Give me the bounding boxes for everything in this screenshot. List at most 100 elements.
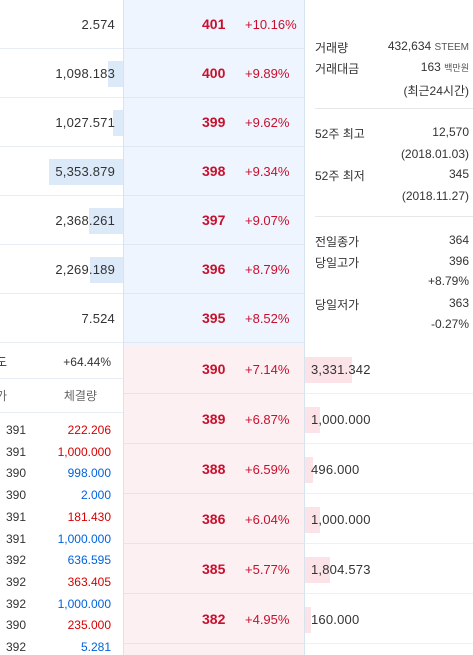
trade-price: 390 — [6, 618, 27, 633]
buy-volume-bar — [305, 607, 311, 633]
trade-price: 391 — [6, 509, 27, 524]
amount-label: 거래대금 — [315, 62, 360, 76]
sell-volume-value: 1,098.183 — [55, 66, 115, 81]
amount-value: 163 — [420, 60, 441, 74]
sell-volume-bar — [108, 61, 123, 87]
high52-label: 52주 최고 — [315, 127, 365, 141]
sell-volume-row[interactable]: 5,353.879 — [0, 147, 123, 196]
buy-price-change: +7.14% — [245, 362, 290, 377]
buy-price-row[interactable]: 388 +6.59% — [124, 445, 306, 494]
sell-volume-value: 2.574 — [81, 17, 115, 32]
sell-volume-value: 7.524 — [81, 311, 115, 326]
buy-volume-row[interactable]: 160.000 — [305, 595, 473, 644]
day-high-change: +8.79% — [427, 274, 469, 288]
buy-volume-row[interactable]: 3,331.342 — [305, 345, 473, 394]
sell-price-change: +9.34% — [245, 164, 290, 179]
buy-price-change: +6.04% — [245, 512, 290, 527]
trade-price: 390 — [6, 488, 27, 503]
sell-price-change: +9.07% — [245, 213, 290, 228]
low52-date: (2018.11.27) — [401, 189, 469, 203]
sell-price: 401 — [202, 16, 226, 32]
sell-volume-bar — [90, 257, 123, 283]
trades-header-price: 가 — [0, 389, 8, 403]
day-low-change: -0.27% — [430, 317, 469, 331]
sell-price: 398 — [202, 163, 226, 179]
trade-row: 390 998.000 — [0, 462, 123, 484]
sell-volume-bar — [89, 208, 123, 234]
strength-label: 도 — [0, 355, 8, 369]
high52-date: (2018.01.03) — [400, 147, 469, 161]
trade-volume: 1,000.000 — [57, 444, 111, 459]
volume-unit: STEEM — [434, 42, 469, 53]
buy-price-change: +4.95% — [245, 612, 290, 627]
sell-price-row[interactable]: 400 +9.89% — [124, 49, 306, 98]
buy-price-row[interactable]: 389 +6.87% — [124, 395, 306, 444]
buy-volume-value: 160.000 — [311, 612, 360, 627]
trade-price: 392 — [6, 553, 27, 568]
left-column: 2.574 1,098.183 1,027.571 5,353.879 2,368.26… — [0, 0, 123, 655]
sell-price-change: +9.62% — [245, 115, 290, 130]
strength-row: 도 +64.44% — [0, 345, 123, 379]
trade-row: 392 363.405 — [0, 571, 123, 593]
buy-volume-row[interactable]: 1,000.000 — [305, 395, 473, 444]
sell-volume-row[interactable]: 2,269.189 — [0, 245, 123, 294]
sell-price-change: +9.89% — [245, 66, 290, 81]
sell-volume-value: 1,027.571 — [55, 115, 115, 130]
trade-volume: 636.595 — [67, 553, 111, 568]
buy-price-row[interactable]: 385 +5.77% — [124, 545, 306, 594]
right-column: 거래량 432,634 STEEM 거래대금 163 백만원 (최근24시간) … — [305, 0, 473, 655]
sell-price-row[interactable]: 398 +9.34% — [124, 147, 306, 196]
low52-label: 52주 최저 — [315, 169, 365, 183]
trade-volume: 1,000.000 — [57, 531, 111, 546]
buy-volume-value: 1,000.000 — [311, 412, 371, 427]
buy-volume-row[interactable]: 1,804.573 — [305, 545, 473, 594]
trade-row: 392 5.281 — [0, 636, 123, 655]
buy-price-change: +6.87% — [245, 412, 290, 427]
buy-price: 385 — [202, 561, 226, 577]
volume-value-group: 432,634 STEEM — [388, 39, 469, 53]
sell-price-section: 401 +10.16% 400 +9.89% 399 +9.62% 398 +9.34% 397… — [123, 0, 306, 345]
sell-volume-value: 2,269.189 — [55, 262, 115, 277]
trade-price: 391 — [6, 444, 27, 459]
buy-volume-row[interactable]: 496.000 — [305, 445, 473, 494]
buy-price-row[interactable]: 390 +7.14% — [124, 345, 306, 394]
volume-value: 432,634 — [387, 39, 432, 53]
sell-volume-row[interactable]: 1,027.571 — [0, 98, 123, 147]
info-divider — [315, 216, 473, 217]
sell-price-row[interactable]: 399 +9.62% — [124, 98, 306, 147]
trade-price: 391 — [6, 423, 27, 437]
sell-volume-row[interactable]: 1,098.183 — [0, 49, 123, 98]
trade-volume: 1,000.000 — [57, 596, 111, 611]
buy-price: 389 — [202, 411, 226, 427]
sell-price: 397 — [202, 212, 226, 228]
trade-volume: 181.430 — [67, 509, 111, 524]
sell-price-row[interactable]: 401 +10.16% — [124, 0, 306, 49]
sell-price-row[interactable]: 395 +8.52% — [124, 294, 306, 343]
day-high-label: 당일고가 — [315, 256, 360, 270]
low52-value: 345 — [448, 167, 469, 181]
buy-volume-value: 496.000 — [311, 462, 360, 477]
sell-volume-bar — [49, 159, 123, 185]
prev-close-label: 전일종가 — [315, 235, 360, 249]
buy-price-row[interactable]: 386 +6.04% — [124, 495, 306, 544]
buy-volume-bar — [305, 357, 352, 383]
buy-price: 382 — [202, 611, 226, 627]
buy-volume-row[interactable]: 1,000.000 — [305, 495, 473, 544]
trade-row: 390 235.000 — [0, 614, 123, 636]
buy-price-row[interactable]: 382 +4.95% — [124, 595, 306, 644]
sell-volume-bar — [113, 110, 123, 136]
trade-volume: 5.281 — [80, 640, 111, 654]
amount-value-group: 163 백만원 — [421, 60, 469, 74]
sell-price-row[interactable]: 396 +8.79% — [124, 245, 306, 294]
trade-row: 392 1,000.000 — [0, 593, 123, 615]
sell-price-row[interactable]: 397 +9.07% — [124, 196, 306, 245]
buy-price: 388 — [202, 461, 226, 477]
sell-volume-row[interactable]: 7.524 — [0, 294, 123, 343]
trade-price: 390 — [6, 466, 27, 481]
sell-volume-row[interactable]: 2,368.261 — [0, 196, 123, 245]
trades-header: 가 체결량 — [0, 380, 123, 413]
trade-volume: 2.000 — [80, 488, 111, 503]
sell-volume-row[interactable]: 2.574 — [0, 0, 123, 49]
sell-volume-value: 5,353.879 — [55, 164, 115, 179]
trade-row: 390 2.000 — [0, 484, 123, 506]
